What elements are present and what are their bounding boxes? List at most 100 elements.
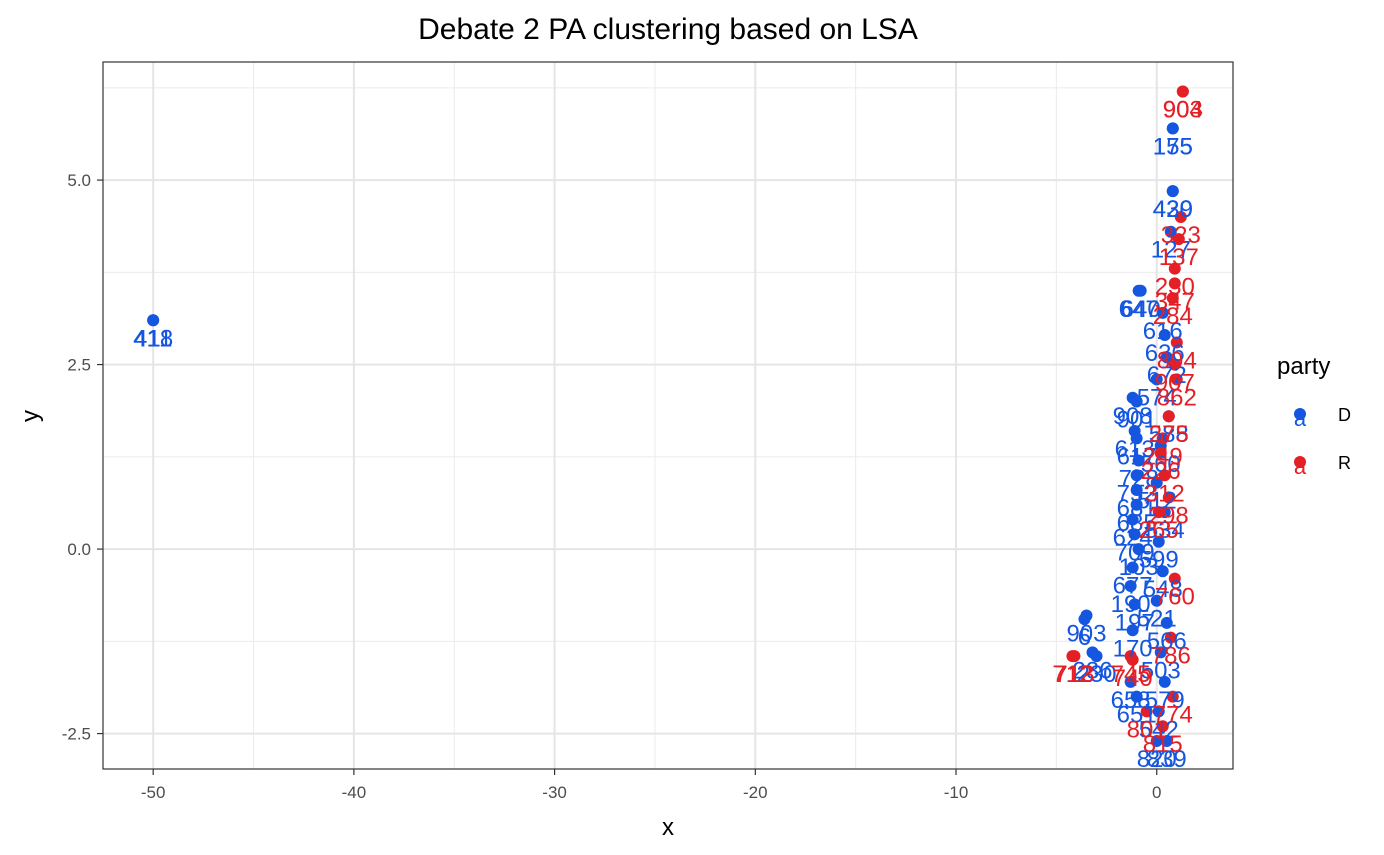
point-label: 512 [1137, 488, 1177, 515]
point-label: 560 [1141, 451, 1181, 478]
data-point-d [1156, 306, 1169, 319]
point-label: 236 [1072, 657, 1112, 684]
point-label: 685 [1117, 510, 1157, 537]
point-label: 312 [1145, 480, 1185, 507]
legend-label: R [1338, 453, 1351, 473]
point-label: 636 [1145, 340, 1185, 367]
point-label: 284 [1153, 303, 1193, 330]
data-point-r [1166, 690, 1179, 703]
point-label: 815 [1143, 731, 1183, 758]
point-label: 624 [1113, 525, 1153, 552]
point-label: 801 [1127, 716, 1167, 743]
point-label: 616 [1143, 318, 1183, 345]
point-label: 548 [1143, 576, 1183, 603]
point-label: 613 [1115, 436, 1155, 463]
legend-key-point [1294, 456, 1306, 468]
data-point-r [1068, 650, 1081, 663]
data-point-d [1160, 616, 1173, 629]
data-point-d [1156, 565, 1169, 578]
x-tick-label: -50 [141, 783, 166, 802]
data-point-d [1128, 598, 1141, 611]
point-label: 599 [1139, 547, 1179, 574]
point-label: 760 [1155, 584, 1195, 611]
data-point-r [1168, 277, 1181, 290]
data-point-d [1130, 395, 1143, 408]
data-point-d [1134, 284, 1147, 297]
point-label: 713 [1054, 661, 1094, 688]
data-point-d [1164, 225, 1177, 238]
x-tick-label: -20 [743, 783, 768, 802]
data-point-d [1150, 734, 1163, 747]
point-label: 275 [1149, 421, 1189, 448]
legend-key-point [1294, 408, 1306, 420]
point-label: 588 [1149, 421, 1189, 448]
y-tick-label: 2.5 [67, 356, 91, 375]
data-point-r [1168, 572, 1181, 585]
data-point-d [1158, 329, 1171, 342]
data-point-d [1154, 646, 1167, 659]
data-point-d [1126, 624, 1139, 637]
point-label: 740 [1113, 665, 1153, 692]
data-point-d [1166, 185, 1179, 198]
data-point-d [1128, 528, 1141, 541]
data-point-r [1166, 292, 1179, 305]
legend: party a Da R [1277, 353, 1351, 479]
legend-label: D [1338, 405, 1351, 425]
point-label: 907 [1155, 370, 1195, 397]
point-label: 677 [1113, 573, 1153, 600]
data-point-d [1126, 513, 1139, 526]
data-point-d [1132, 454, 1145, 467]
data-point-r [1168, 262, 1181, 275]
point-label: 862 [1157, 384, 1197, 411]
data-point-d [1126, 561, 1139, 574]
data-point-r [1170, 373, 1183, 386]
point-label: 534 [1145, 517, 1185, 544]
x-tick-label: -10 [944, 783, 969, 802]
point-labels: 4184111551754394201276476406166366729089… [133, 97, 1203, 773]
point-label: 681 [1117, 495, 1157, 522]
data-point-r [1172, 233, 1185, 246]
point-label: 323 [1161, 222, 1201, 249]
point-label: 197 [1115, 609, 1155, 636]
point-label: 574 [1137, 384, 1177, 411]
legend-key-letter: a [1294, 454, 1307, 479]
data-point-d [1152, 535, 1165, 548]
data-point-r [1154, 447, 1167, 460]
data-point-d [1130, 498, 1143, 511]
point-label: 521 [1137, 606, 1177, 633]
point-label: 651 [1117, 702, 1157, 729]
data-point-r [1156, 720, 1169, 733]
point-label: 503 [1141, 657, 1181, 684]
point-label: 420 [1153, 196, 1193, 223]
point-label: 901 [1117, 406, 1157, 433]
data-point-r [1162, 410, 1175, 423]
data-point-d [1130, 432, 1143, 445]
point-label: 103 [1119, 554, 1159, 581]
point-label: 709 [1115, 539, 1155, 566]
point-label: 712 [1052, 661, 1092, 688]
data-point-d [1150, 594, 1163, 607]
data-point-r [1126, 653, 1139, 666]
point-label: 226 [1141, 458, 1181, 485]
point-label: 230 [1155, 274, 1195, 301]
point-label: 617 [1117, 443, 1157, 470]
data-point-d [1160, 351, 1173, 364]
y-tick-label: -2.5 [62, 725, 91, 744]
point-label: 894 [1157, 347, 1197, 374]
point-label: 903 [1163, 97, 1203, 124]
point-label: 170 [1113, 635, 1153, 662]
point-label: 411 [134, 325, 172, 352]
data-point-d [147, 314, 160, 327]
point-label: 745 [1111, 661, 1151, 688]
legend-title: party [1277, 353, 1330, 380]
point-label: 542 [1139, 716, 1179, 743]
data-point-d [1130, 469, 1143, 482]
point-label: 774 [1153, 702, 1193, 729]
data-point-d [1166, 122, 1179, 135]
point-label: 903 [1066, 620, 1106, 647]
x-axis-ticks: -50 -40 -30 -20 -10 0 [141, 769, 1161, 802]
point-label: 418 [133, 325, 173, 352]
data-point-r [1156, 432, 1169, 445]
data-point-d [1150, 476, 1163, 489]
